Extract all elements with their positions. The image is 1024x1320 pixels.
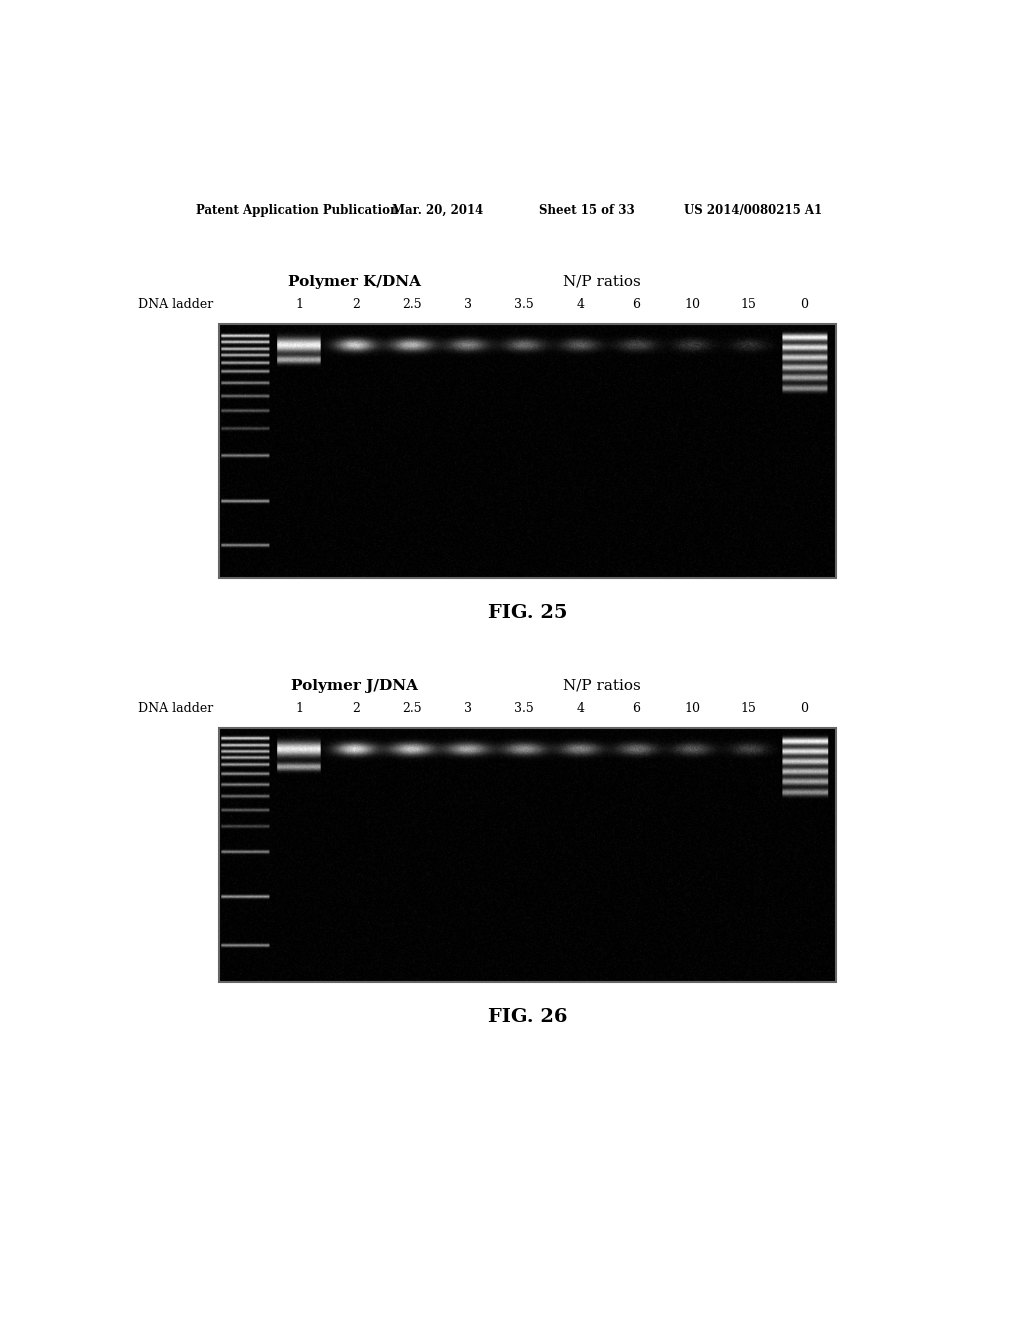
Text: US 2014/0080215 A1: US 2014/0080215 A1 bbox=[684, 205, 822, 218]
Text: 6: 6 bbox=[632, 298, 640, 312]
Text: 1: 1 bbox=[296, 298, 304, 312]
Text: 6: 6 bbox=[632, 702, 640, 715]
Text: 3: 3 bbox=[464, 298, 472, 312]
Text: DNA ladder: DNA ladder bbox=[138, 298, 213, 312]
Text: 4: 4 bbox=[577, 702, 584, 715]
Text: Mar. 20, 2014: Mar. 20, 2014 bbox=[391, 205, 482, 218]
Text: 10: 10 bbox=[684, 702, 700, 715]
Text: FIG. 25: FIG. 25 bbox=[487, 603, 567, 622]
Text: 15: 15 bbox=[740, 298, 757, 312]
Text: 2: 2 bbox=[352, 702, 359, 715]
Text: 3.5: 3.5 bbox=[514, 298, 534, 312]
Text: 0: 0 bbox=[801, 298, 809, 312]
Text: 2.5: 2.5 bbox=[402, 702, 422, 715]
Text: FIG. 26: FIG. 26 bbox=[487, 1008, 567, 1026]
Text: N/P ratios: N/P ratios bbox=[562, 678, 640, 693]
Text: 15: 15 bbox=[740, 702, 757, 715]
Text: 3.5: 3.5 bbox=[514, 702, 534, 715]
Text: 3: 3 bbox=[464, 702, 472, 715]
Text: 2: 2 bbox=[352, 298, 359, 312]
Text: Sheet 15 of 33: Sheet 15 of 33 bbox=[539, 205, 635, 218]
Text: 10: 10 bbox=[684, 298, 700, 312]
Text: 1: 1 bbox=[296, 702, 304, 715]
Bar bbox=[219, 729, 836, 982]
Text: 0: 0 bbox=[801, 702, 809, 715]
Text: 2.5: 2.5 bbox=[402, 298, 422, 312]
Text: Polymer K/DNA: Polymer K/DNA bbox=[289, 275, 422, 289]
Text: 4: 4 bbox=[577, 298, 584, 312]
Text: N/P ratios: N/P ratios bbox=[562, 275, 640, 289]
Text: Polymer J/DNA: Polymer J/DNA bbox=[292, 678, 419, 693]
Bar bbox=[219, 323, 836, 578]
Text: DNA ladder: DNA ladder bbox=[138, 702, 213, 715]
Text: Patent Application Publication: Patent Application Publication bbox=[197, 205, 398, 218]
